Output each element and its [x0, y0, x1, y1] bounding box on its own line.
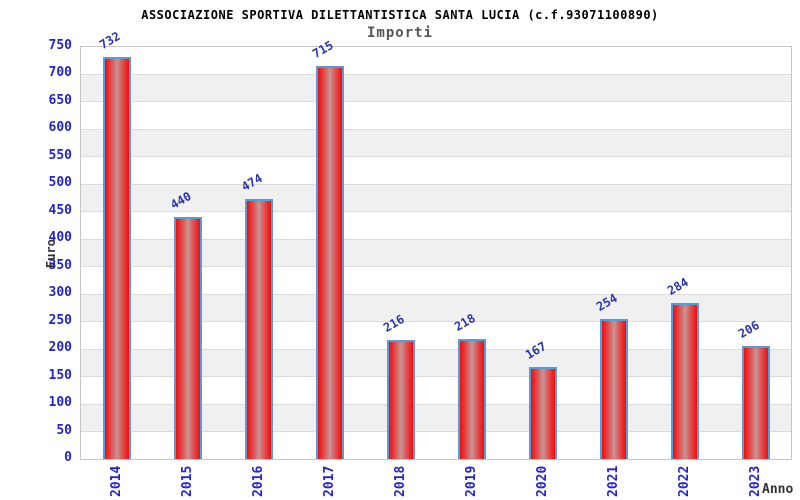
bar-2023: [741, 345, 770, 459]
gridline: [81, 156, 791, 158]
bar-2019: [457, 339, 486, 459]
x-tick-label: 2016: [250, 465, 266, 497]
y-tick-label: 700: [48, 65, 72, 81]
gridline: [81, 238, 791, 240]
gridline: [81, 321, 791, 323]
y-tick-label: 350: [48, 257, 72, 273]
bar-2017: [315, 66, 344, 459]
bar-value-label: 218: [451, 311, 478, 335]
y-tick-label: 450: [48, 202, 72, 218]
x-tick-label: 2015: [179, 465, 195, 497]
gridline: [81, 376, 791, 378]
y-tick-label: 150: [48, 367, 72, 383]
gridline: [81, 403, 791, 405]
y-tick-label: 500: [48, 175, 72, 191]
y-tick-label: 300: [48, 285, 72, 301]
x-tick-label: 2022: [676, 465, 692, 497]
bar-2021: [599, 319, 628, 459]
y-tick-label: 750: [48, 38, 72, 53]
y-tick-label: 0: [64, 450, 72, 465]
y-tick-label: 400: [48, 230, 72, 246]
gridline: [81, 128, 791, 130]
gridline: [81, 183, 791, 185]
gridline: [81, 73, 791, 75]
y-tick-label: 550: [48, 147, 72, 163]
x-tick-label: 2017: [321, 465, 337, 497]
bar-2016: [244, 198, 273, 459]
bar-value-label: 254: [593, 291, 620, 315]
y-tick-label: 200: [48, 340, 72, 356]
plot-area: 732 440 474 715 216 218 167 254 284 206: [80, 29, 792, 460]
bar-2022: [670, 303, 699, 459]
gridline: [81, 101, 791, 103]
x-tick-label: 2023: [747, 465, 763, 497]
y-tick-label: 650: [48, 92, 72, 108]
bar-2020: [528, 367, 557, 459]
y-tick-label: 50: [56, 422, 72, 438]
x-tick-label: 2021: [605, 465, 621, 497]
bar-value-label: 715: [309, 38, 336, 62]
y-tick-label: 100: [48, 395, 72, 411]
gridline: [81, 431, 791, 433]
gridline: [81, 348, 791, 350]
y-tick-label: 600: [48, 120, 72, 136]
gridline: [81, 211, 791, 213]
y-tick-label: 250: [48, 312, 72, 328]
chart-title: ASSOCIAZIONE SPORTIVA DILETTANTISTICA SA…: [141, 8, 659, 22]
x-tick-label: 2020: [534, 465, 550, 497]
x-tick-label: 2018: [392, 465, 408, 497]
bar-2014: [102, 56, 131, 459]
x-axis-label: Anno: [762, 482, 794, 497]
gridline: [81, 266, 791, 268]
chart-subtitle: Importi: [366, 25, 433, 41]
bar-value-label: 440: [167, 189, 194, 213]
x-tick-label: 2019: [463, 465, 479, 497]
bar-2015: [173, 217, 202, 459]
x-tick-label: 2014: [108, 465, 124, 497]
bar-2018: [386, 340, 415, 459]
gridline: [81, 293, 791, 295]
bar-value-label: 216: [380, 312, 407, 336]
bar-value-label: 474: [238, 170, 265, 194]
bar-value-label: 167: [522, 339, 549, 363]
